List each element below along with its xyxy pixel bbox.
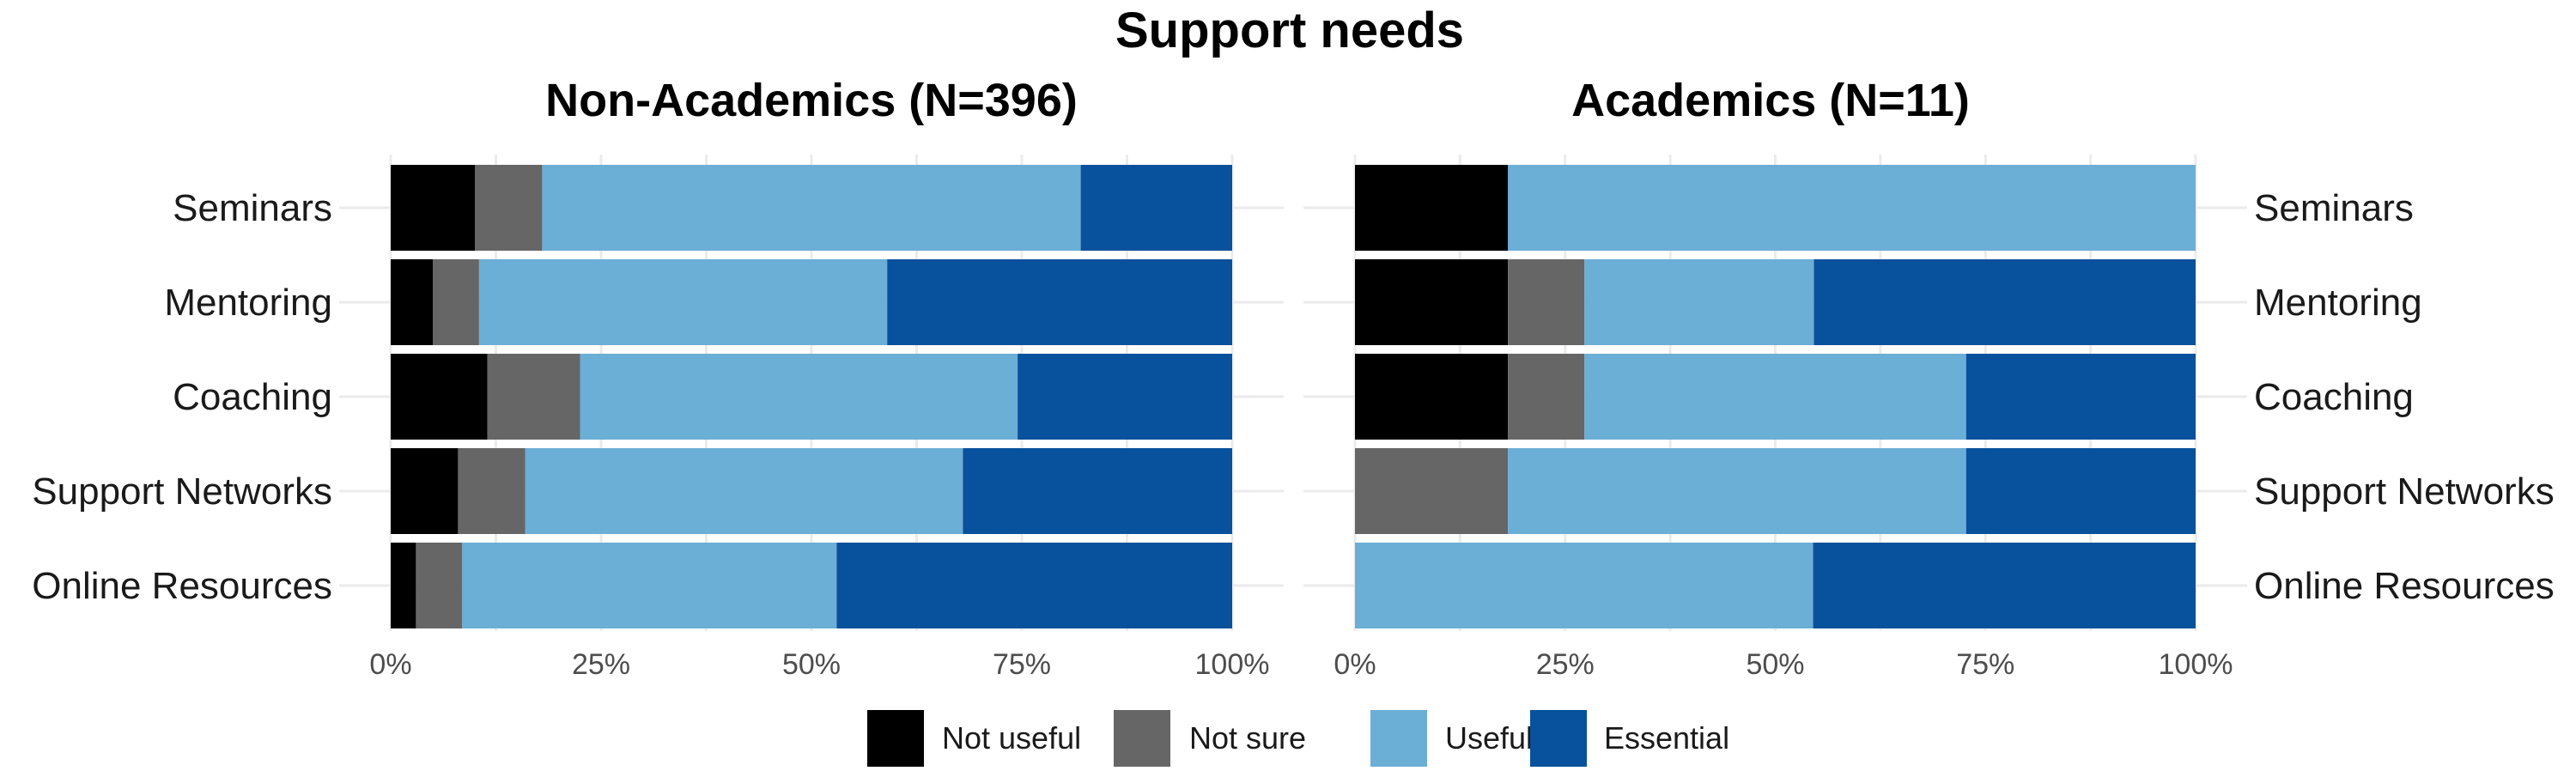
bar-academics-support-networks-essential <box>1965 448 2196 534</box>
legend-label-essential: Essential <box>1604 720 1729 756</box>
bar-academics-seminars-useful <box>1508 165 2196 251</box>
bar-academics-mentoring-useful <box>1584 259 1814 345</box>
bar-non-academics-online-resources-not-useful <box>391 543 416 628</box>
category-label-non-academics-support-networks: Support Networks <box>32 470 332 513</box>
legend-swatch-not-sure <box>1114 710 1170 767</box>
bar-academics-seminars-not-useful <box>1355 165 1509 251</box>
category-label-academics-online-resources: Online Resources <box>2254 565 2555 607</box>
bar-non-academics-seminars-not-useful <box>391 165 475 251</box>
category-label-academics-support-networks: Support Networks <box>2254 470 2555 513</box>
legend-swatch-not-useful <box>867 710 924 767</box>
bar-non-academics-support-networks-essential <box>963 448 1232 534</box>
x-tick-label-non-academics: 50% <box>782 648 841 681</box>
bar-non-academics-mentoring-essential <box>887 259 1232 345</box>
category-label-non-academics-online-resources: Online Resources <box>32 565 332 607</box>
bar-non-academics-support-networks-not-sure <box>458 448 526 534</box>
legend-swatch-essential <box>1530 710 1587 767</box>
legend-label-useful: Useful <box>1445 720 1533 756</box>
category-label-non-academics-coaching: Coaching <box>173 376 332 418</box>
bar-non-academics-mentoring-not-useful <box>391 259 433 345</box>
bar-non-academics-coaching-essential <box>1018 354 1232 440</box>
x-tick-label-academics: 25% <box>1536 648 1595 681</box>
category-label-non-academics-seminars: Seminars <box>173 187 332 229</box>
x-tick-label-academics: 75% <box>1956 648 2014 681</box>
legend: Not useful Not sure Useful Essential <box>867 710 1729 767</box>
x-tick-label-academics: 100% <box>2159 648 2233 681</box>
category-label-academics-coaching: Coaching <box>2254 376 2414 418</box>
legend-label-not-sure: Not sure <box>1189 720 1306 756</box>
x-tick-label-non-academics: 25% <box>572 648 630 681</box>
panel-title-academics: Academics (N=11) <box>1571 75 1970 126</box>
bar-non-academics-support-networks-not-useful <box>391 448 459 534</box>
bar-academics-coaching-essential <box>1965 354 2196 440</box>
bar-non-academics-seminars-useful <box>542 165 1081 251</box>
bar-academics-online-resources-essential <box>1813 543 2196 628</box>
bar-academics-online-resources-useful <box>1355 543 1814 628</box>
bar-non-academics-online-resources-useful <box>462 543 837 628</box>
x-tick-label-academics: 50% <box>1746 648 1804 681</box>
bar-non-academics-mentoring-useful <box>478 259 888 345</box>
category-label-academics-seminars: Seminars <box>2254 187 2414 229</box>
x-tick-label-non-academics: 75% <box>993 648 1051 681</box>
x-tick-label-non-academics: 0% <box>369 648 411 681</box>
bar-academics-coaching-not-useful <box>1355 354 1509 440</box>
bar-non-academics-coaching-not-sure <box>487 354 580 440</box>
bar-non-academics-online-resources-essential <box>836 543 1232 628</box>
x-tick-label-academics: 0% <box>1334 648 1376 681</box>
x-tick-label-non-academics: 100% <box>1195 648 1270 681</box>
bar-non-academics-coaching-useful <box>580 354 1018 440</box>
bar-non-academics-seminars-not-sure <box>475 165 543 251</box>
bar-academics-coaching-useful <box>1584 354 1966 440</box>
bar-non-academics-support-networks-useful <box>525 448 963 534</box>
bar-academics-mentoring-not-sure <box>1508 259 1585 345</box>
bar-academics-mentoring-not-useful <box>1355 259 1509 345</box>
chart-title: Support needs <box>1115 3 1464 58</box>
panel-non-academics: Seminars Mentoring Coaching Support Network… <box>32 155 1284 681</box>
panel-academics: Seminars Mentoring Coaching Support Network… <box>1303 155 2555 681</box>
bar-academics-support-networks-not-sure <box>1355 448 1509 534</box>
panel-title-non-academics: Non-Academics (N=396) <box>545 75 1078 126</box>
legend-swatch-useful <box>1370 710 1427 767</box>
category-label-academics-mentoring: Mentoring <box>2254 282 2422 324</box>
category-label-non-academics-mentoring: Mentoring <box>164 282 332 324</box>
bar-non-academics-seminars-essential <box>1080 165 1232 251</box>
bar-academics-coaching-not-sure <box>1508 354 1585 440</box>
bar-academics-support-networks-useful <box>1508 448 1966 534</box>
bar-non-academics-online-resources-not-sure <box>416 543 463 628</box>
legend-label-not-useful: Not useful <box>942 720 1081 756</box>
bar-non-academics-mentoring-not-sure <box>433 259 479 345</box>
bar-academics-mentoring-essential <box>1814 259 2196 345</box>
bar-non-academics-coaching-not-useful <box>391 354 488 440</box>
